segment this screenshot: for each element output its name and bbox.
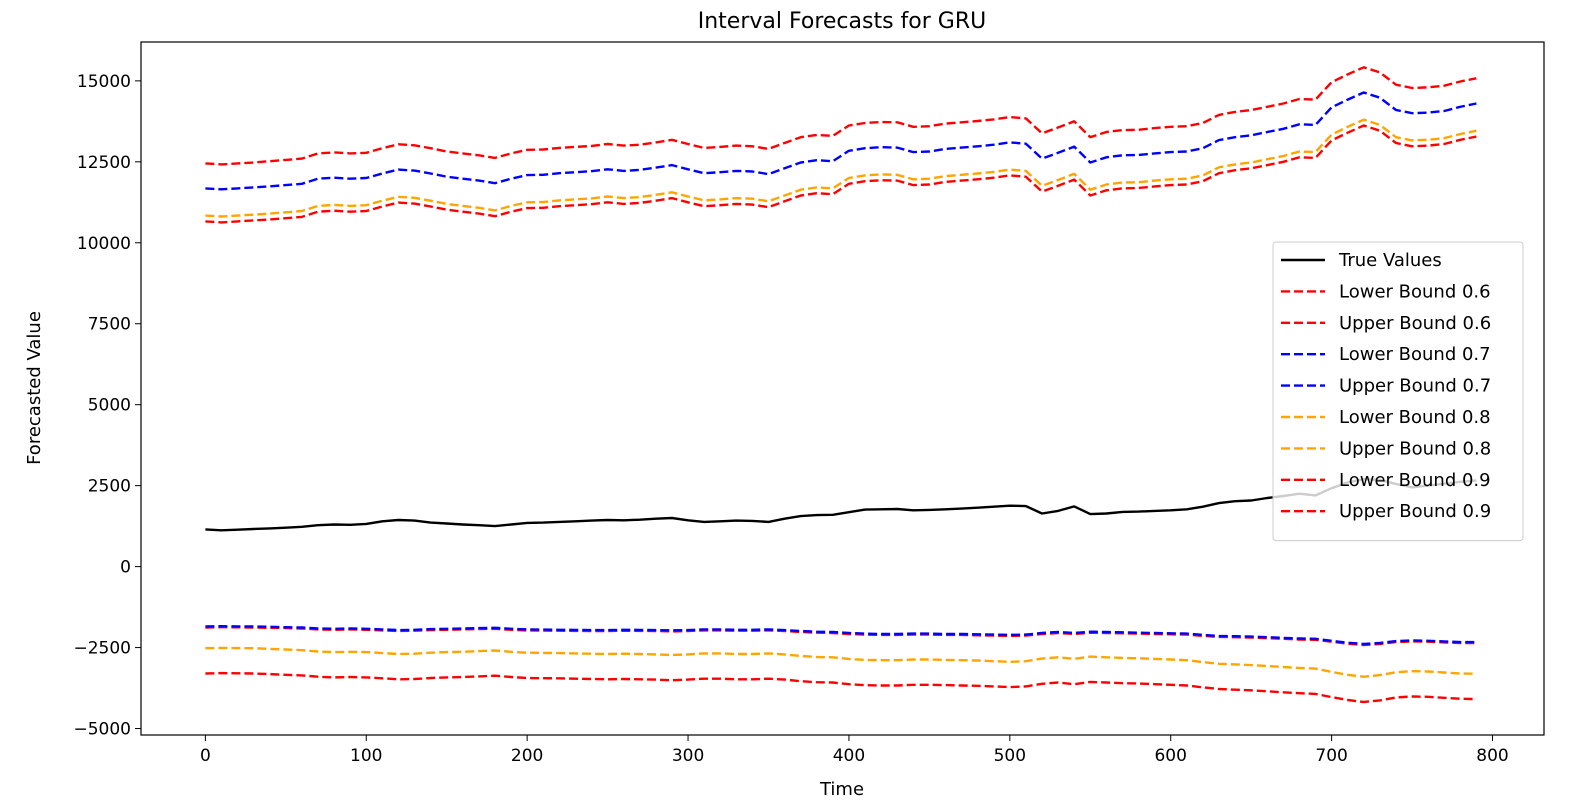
y-tick-label-6: 10000 xyxy=(77,234,131,254)
series-line-4 xyxy=(205,91,1477,191)
legend-label-2: Upper Bound 0.6 xyxy=(1339,313,1491,334)
legend-label-3: Lower Bound 0.7 xyxy=(1339,344,1491,365)
legend: True Values Lower Bound 0.6 Upper Bound 0.… xyxy=(1272,241,1524,542)
x-tick-label-6: 600 xyxy=(1154,746,1186,766)
chart-title: Interval Forecasts for GRU xyxy=(698,9,986,34)
legend-label-1: Lower Bound 0.6 xyxy=(1339,281,1491,302)
legend-label-6: Upper Bound 0.8 xyxy=(1339,438,1491,459)
x-axis-label: Time xyxy=(819,779,864,800)
y-axis-label: Forecasted Value xyxy=(24,311,45,465)
y-tick-label-0: −5000 xyxy=(73,720,131,740)
x-tick-label-2: 200 xyxy=(511,746,543,766)
series-line-6 xyxy=(205,118,1477,218)
series-line-7 xyxy=(205,671,1477,704)
series-line-2 xyxy=(205,66,1477,166)
x-tick-label-3: 300 xyxy=(672,746,704,766)
y-tick-label-3: 2500 xyxy=(88,477,131,497)
y-tick-label-5: 7500 xyxy=(88,315,131,335)
plot-area-frame xyxy=(140,41,1545,736)
legend-label-4: Upper Bound 0.7 xyxy=(1339,376,1491,397)
x-tick-label-8: 800 xyxy=(1476,746,1508,766)
x-tick-label-1: 100 xyxy=(350,746,382,766)
series-line-0 xyxy=(205,478,1477,532)
series-line-3 xyxy=(205,625,1477,646)
legend-label-0: True Values xyxy=(1338,250,1442,271)
series-layer xyxy=(205,66,1477,704)
legend-label-7: Lower Bound 0.9 xyxy=(1339,470,1491,491)
y-tick-label-1: −2500 xyxy=(73,639,131,659)
x-tick-label-0: 0 xyxy=(200,746,211,766)
series-line-8 xyxy=(205,124,1477,224)
y-tick-label-4: 5000 xyxy=(88,396,131,416)
y-tick-label-8: 15000 xyxy=(77,72,131,92)
legend-label-8: Upper Bound 0.9 xyxy=(1339,501,1491,522)
legend-box xyxy=(1272,241,1524,542)
y-axis: −5000 −2500 0 2500 5000 7500 10000 12500 15000 xyxy=(73,72,141,740)
legend-label-5: Lower Bound 0.8 xyxy=(1339,407,1491,428)
x-tick-label-7: 700 xyxy=(1315,746,1347,766)
series-line-5 xyxy=(205,646,1477,678)
x-tick-label-5: 500 xyxy=(994,746,1026,766)
x-axis: 0 100 200 300 400 500 600 700 800 xyxy=(200,735,1509,766)
x-tick-label-4: 400 xyxy=(833,746,865,766)
y-tick-label-7: 12500 xyxy=(77,153,131,173)
y-tick-label-2: 0 xyxy=(120,558,131,578)
